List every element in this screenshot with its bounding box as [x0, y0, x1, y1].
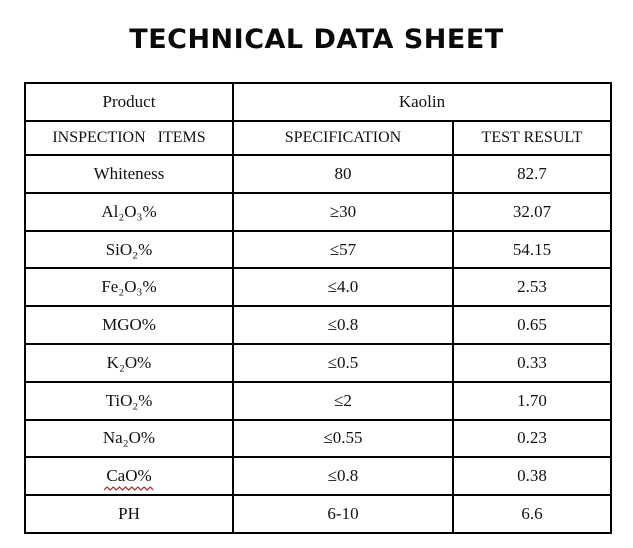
table-row-product: Product Kaolin — [24, 82, 612, 122]
item-cell: MGO% — [24, 305, 234, 346]
table-row: TiO₂% ≤2 1.70 — [24, 380, 612, 421]
table-row: CaO% ≤0.8 0.38 — [24, 456, 612, 497]
item-cell: PH — [24, 494, 234, 534]
table-header-row: INSPECTION ITEMS SPECIFICATION TEST RESU… — [24, 119, 612, 157]
misspelled-word: CaO% — [104, 466, 154, 492]
table-row: SiO₂% ≤57 54.15 — [24, 229, 612, 270]
item-cell: TiO₂% — [24, 380, 234, 421]
table-row: Whiteness 80 82.7 — [24, 154, 612, 194]
result-cell: 82.7 — [452, 154, 612, 194]
header-inspection-items: INSPECTION ITEMS — [24, 119, 234, 157]
spellcheck-underline-icon — [104, 486, 154, 492]
spec-cell: 6-10 — [232, 494, 454, 534]
table-row: PH 6-10 6.6 — [24, 494, 612, 534]
spec-cell: 80 — [232, 154, 454, 194]
product-label-cell: Product — [24, 82, 234, 122]
item-cell: Al₂O₃% — [24, 191, 234, 232]
product-value-cell: Kaolin — [232, 82, 612, 122]
page-title: TECHNICAL DATA SHEET — [129, 24, 504, 55]
technical-data-table: Product Kaolin INSPECTION ITEMS SPECIFIC… — [24, 82, 612, 534]
spec-cell: ≤0.8 — [232, 456, 454, 497]
result-cell: 2.53 — [452, 267, 612, 308]
result-cell: 0.65 — [452, 305, 612, 346]
spec-cell: ≤0.8 — [232, 305, 454, 346]
item-cell: Na₂O% — [24, 418, 234, 459]
result-cell: 54.15 — [452, 229, 612, 270]
result-cell: 0.38 — [452, 456, 612, 497]
result-cell: 32.07 — [452, 191, 612, 232]
spec-cell: ≥30 — [232, 191, 454, 232]
item-cell: Fe₂O₃% — [24, 267, 234, 308]
result-cell: 6.6 — [452, 494, 612, 534]
item-cell: SiO₂% — [24, 229, 234, 270]
spec-cell: ≤2 — [232, 380, 454, 421]
table-row: MGO% ≤0.8 0.65 — [24, 305, 612, 346]
item-cell: CaO% — [24, 456, 234, 497]
header-test-result: TEST RESULT — [452, 119, 612, 157]
result-cell: 0.23 — [452, 418, 612, 459]
table-row: Fe₂O₃% ≤4.0 2.53 — [24, 267, 612, 308]
item-cell: Whiteness — [24, 154, 234, 194]
result-cell: 0.33 — [452, 343, 612, 383]
spec-cell: ≤4.0 — [232, 267, 454, 308]
table-row: Na₂O% ≤0.55 0.23 — [24, 418, 612, 459]
item-cell: K₂O% — [24, 343, 234, 383]
spec-cell: ≤0.55 — [232, 418, 454, 459]
table-row: K₂O% ≤0.5 0.33 — [24, 343, 612, 383]
table-row: Al₂O₃% ≥30 32.07 — [24, 191, 612, 232]
spec-cell: ≤57 — [232, 229, 454, 270]
spec-cell: ≤0.5 — [232, 343, 454, 383]
header-specification: SPECIFICATION — [232, 119, 454, 157]
result-cell: 1.70 — [452, 380, 612, 421]
